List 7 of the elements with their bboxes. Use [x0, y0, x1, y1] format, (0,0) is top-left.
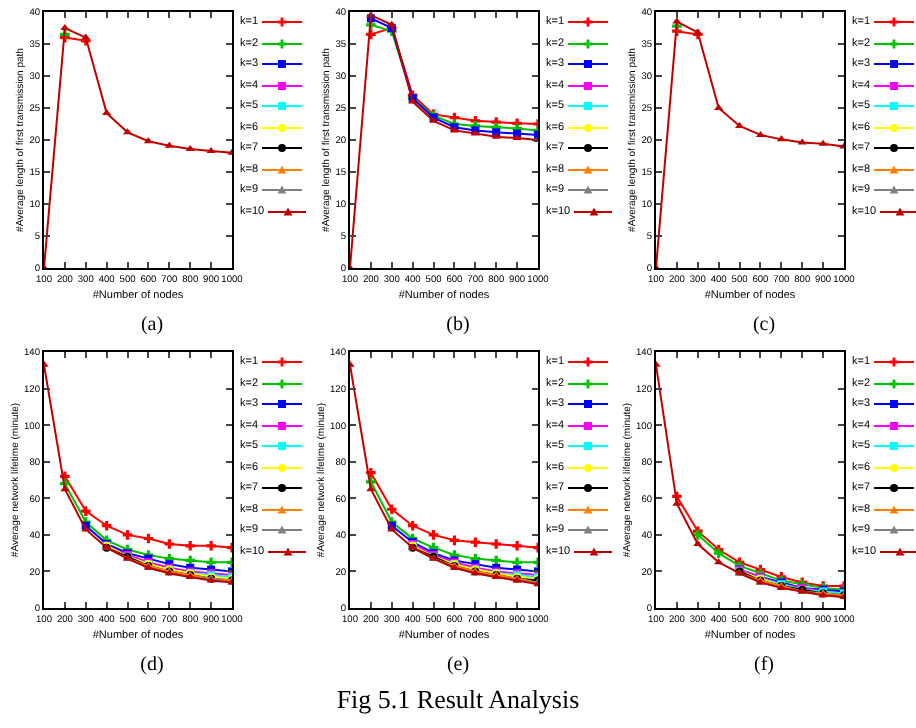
text: (a)	[138, 312, 166, 340]
caption: Fig 5.1 Result Analysis	[334, 684, 582, 716]
text: (b)	[444, 312, 472, 340]
text: (f)	[752, 652, 776, 680]
text: (d)	[138, 652, 166, 680]
text: (e)	[444, 652, 472, 680]
text: (c)	[750, 312, 778, 340]
